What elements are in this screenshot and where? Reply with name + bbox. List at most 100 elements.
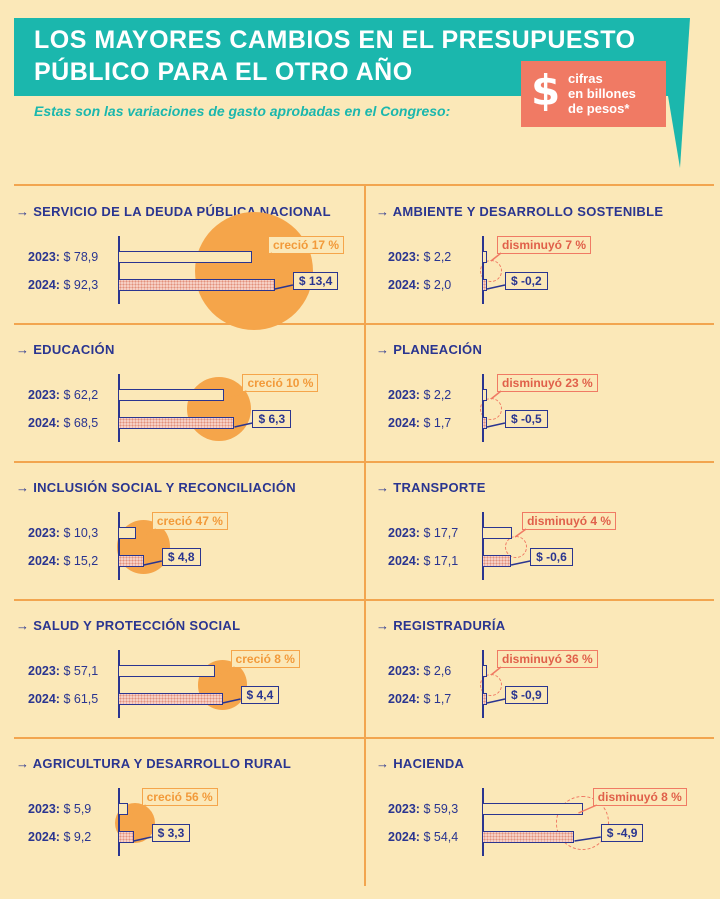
change-percent-label: disminuyó 4 % <box>522 512 617 530</box>
bar-2023 <box>482 803 583 815</box>
bar-2023 <box>118 803 129 815</box>
year-label: 2023: <box>28 802 60 816</box>
panel-title: → AGRICULTURA Y DESARROLLO RURAL <box>16 756 292 771</box>
value-axis <box>482 374 484 442</box>
bar-2024 <box>118 555 144 567</box>
value-2023: $ 62,2 <box>59 388 99 402</box>
panel-title: → SALUD Y PROTECCIÓN SOCIAL <box>16 618 241 633</box>
year-2023-label: 2023: $ 17,7 <box>388 526 458 540</box>
year-label: 2024: <box>28 416 60 430</box>
year-label: 2024: <box>28 830 60 844</box>
value-2024: $ 17,1 <box>419 554 459 568</box>
value-axis <box>118 788 120 856</box>
value-axis <box>118 650 120 718</box>
change-percent-label: creció 47 % <box>151 512 228 530</box>
value-axis <box>482 236 484 304</box>
value-axis <box>482 650 484 718</box>
year-2023-label: 2023: $ 57,1 <box>28 664 98 678</box>
year-label: 2023: <box>28 250 60 264</box>
year-2024-label: 2024: $ 92,3 <box>28 278 98 292</box>
year-label: 2024: <box>388 692 420 706</box>
change-amount-label: $ 3,3 <box>151 824 191 842</box>
value-2023: $ 2,6 <box>419 664 452 678</box>
value-2024: $ 68,5 <box>59 416 99 430</box>
units-note-line-1: cifras <box>568 71 603 86</box>
bar-2024 <box>482 279 487 291</box>
chart-panel: → HACIENDA 2023: $ 59,3 2024: $ 54,4 dismin… <box>376 738 720 876</box>
value-axis <box>482 512 484 580</box>
year-2023-label: 2023: $ 78,9 <box>28 250 98 264</box>
change-percent-label: disminuyó 23 % <box>497 374 598 392</box>
year-2023-label: 2023: $ 62,2 <box>28 388 98 402</box>
value-axis <box>118 512 120 580</box>
year-label: 2023: <box>388 388 420 402</box>
bar-2023 <box>118 527 136 539</box>
year-label: 2023: <box>28 526 60 540</box>
change-amount-label: $ -4,9 <box>600 824 644 842</box>
year-2023-label: 2023: $ 2,2 <box>388 388 451 402</box>
column-divider <box>364 186 366 886</box>
page-subtitle: Estas son las variaciones de gasto aprob… <box>34 103 451 119</box>
year-label: 2024: <box>28 554 60 568</box>
year-label: 2023: <box>388 250 420 264</box>
value-axis <box>118 374 120 442</box>
bar-2024 <box>118 693 223 705</box>
change-amount-label: $ -0,6 <box>530 548 573 566</box>
year-2023-label: 2023: $ 2,2 <box>388 250 451 264</box>
value-2023: $ 78,9 <box>59 250 99 264</box>
year-label: 2024: <box>388 278 420 292</box>
change-percent-label: disminuyó 7 % <box>497 236 592 254</box>
year-2024-label: 2024: $ 15,2 <box>28 554 98 568</box>
decrease-circle <box>556 796 610 850</box>
change-amount-label: $ 13,4 <box>292 272 339 290</box>
bar-2024 <box>118 279 275 291</box>
bar-2023 <box>118 251 253 263</box>
year-2024-label: 2024: $ 61,5 <box>28 692 98 706</box>
value-2024: $ 15,2 <box>59 554 99 568</box>
change-amount-label: $ -0,5 <box>505 410 548 428</box>
value-2023: $ 2,2 <box>419 388 452 402</box>
year-2024-label: 2024: $ 17,1 <box>388 554 458 568</box>
bar-2023 <box>482 389 487 401</box>
units-note: cifras en billones de pesos* <box>568 71 636 116</box>
units-note-box <box>521 61 666 127</box>
value-2024: $ 1,7 <box>419 416 452 430</box>
year-2024-label: 2024: $ 68,5 <box>28 416 98 430</box>
bar-2023 <box>118 665 216 677</box>
year-label: 2024: <box>28 278 60 292</box>
divider <box>14 184 714 186</box>
value-2023: $ 57,1 <box>59 664 99 678</box>
year-2024-label: 2024: $ 54,4 <box>388 830 458 844</box>
bar-2024 <box>482 417 487 429</box>
change-amount-label: $ 4,4 <box>240 686 280 704</box>
chart-panel: → PLANEACIÓN 2023: $ 2,2 2024: $ 1,7 dismin… <box>376 324 720 462</box>
increase-circle <box>186 376 252 442</box>
year-2023-label: 2023: $ 5,9 <box>28 802 91 816</box>
change-percent-label: disminuyó 8 % <box>592 788 687 806</box>
year-2024-label: 2024: $ 1,7 <box>388 692 451 706</box>
year-2023-label: 2023: $ 2,6 <box>388 664 451 678</box>
change-percent-label: disminuyó 36 % <box>497 650 598 668</box>
chart-panel: → EDUCACIÓN 2023: $ 62,2 2024: $ 68,5 creci… <box>16 324 366 462</box>
value-2023: $ 59,3 <box>419 802 459 816</box>
change-amount-label: $ 4,8 <box>161 548 201 566</box>
increase-circle <box>194 212 313 330</box>
year-label: 2023: <box>28 664 60 678</box>
year-label: 2024: <box>388 830 420 844</box>
year-2023-label: 2023: $ 59,3 <box>388 802 458 816</box>
panel-title: → SERVICIO DE LA DEUDA PÚBLICA NACIONAL <box>16 204 331 219</box>
chart-panel: → AGRICULTURA Y DESARROLLO RURAL 2023: $ … <box>16 738 366 876</box>
value-2024: $ 92,3 <box>59 278 99 292</box>
change-percent-label: creció 17 % <box>268 236 345 254</box>
year-2023-label: 2023: $ 10,3 <box>28 526 98 540</box>
page-title-line-1: LOS MAYORES CAMBIOS EN EL PRESUPUESTO <box>34 26 636 54</box>
change-percent-label: creció 56 % <box>141 788 218 806</box>
value-2024: $ 1,7 <box>419 692 452 706</box>
value-2024: $ 61,5 <box>59 692 99 706</box>
year-2024-label: 2024: $ 2,0 <box>388 278 451 292</box>
chart-panel: → REGISTRADURÍA 2023: $ 2,6 2024: $ 1,7 dis… <box>376 600 720 738</box>
year-label: 2023: <box>28 388 60 402</box>
bar-2024 <box>118 831 134 843</box>
chart-panel: → SERVICIO DE LA DEUDA PÚBLICA NACIONAL 2… <box>16 186 366 330</box>
bar-2023 <box>482 665 487 677</box>
